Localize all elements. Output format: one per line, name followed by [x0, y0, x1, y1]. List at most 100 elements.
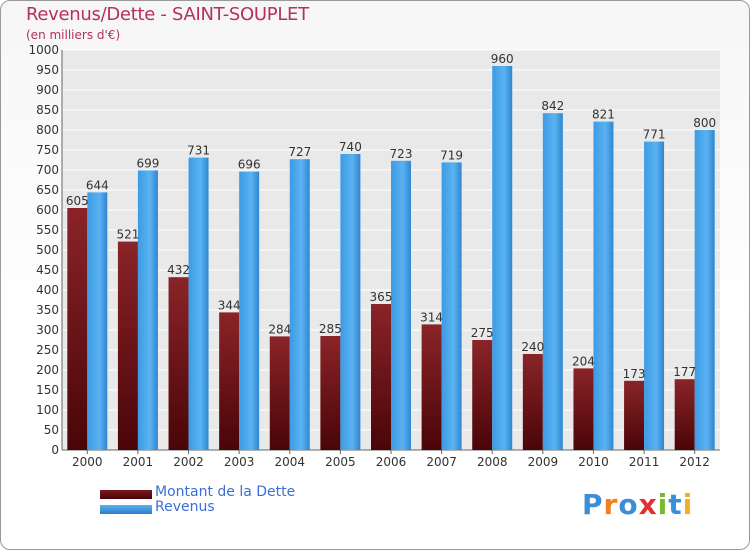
data-label-revenus: 731 — [187, 144, 210, 158]
bar-revenus — [593, 121, 614, 450]
chart-title: Revenus/Dette - SAINT-SOUPLET — [26, 4, 309, 25]
chart-subtitle: (en milliers d'€) — [26, 28, 121, 42]
bar-dette — [624, 380, 645, 450]
bar-revenus — [239, 171, 260, 450]
bar-revenus — [644, 141, 665, 450]
y-tick-label: 950 — [36, 63, 59, 77]
logo-letter: P — [582, 488, 604, 521]
y-tick-label: 650 — [36, 183, 59, 197]
x-tick-label: 2006 — [376, 455, 407, 469]
y-tick-label: 500 — [36, 243, 59, 257]
logo-letter: i — [657, 488, 669, 521]
data-label-revenus: 699 — [136, 156, 159, 170]
y-tick-label: 600 — [36, 203, 59, 217]
bar-dette — [219, 312, 240, 450]
x-tick-label: 2004 — [274, 455, 305, 469]
data-label-dette: 344 — [218, 298, 241, 312]
y-tick-label: 450 — [36, 263, 59, 277]
y-tick-label: 350 — [36, 303, 59, 317]
data-label-revenus: 696 — [238, 158, 261, 172]
bar-dette — [67, 208, 88, 450]
bar-dette — [168, 277, 189, 450]
y-tick-label: 300 — [36, 323, 59, 337]
y-tick-label: 750 — [36, 143, 59, 157]
y-tick-label: 400 — [36, 283, 59, 297]
logo-letter: x — [638, 488, 658, 521]
data-label-dette: 521 — [116, 228, 139, 242]
x-tick-label: 2009 — [528, 455, 559, 469]
data-label-revenus: 842 — [541, 99, 564, 113]
bar-dette — [674, 379, 695, 450]
bar-revenus — [492, 66, 513, 450]
bar-dette — [522, 354, 543, 450]
logo-letter: t — [668, 488, 683, 521]
data-label-dette: 605 — [66, 194, 89, 208]
x-tick-label: 2008 — [477, 455, 508, 469]
bar-revenus — [441, 162, 462, 450]
data-label-dette: 240 — [521, 340, 544, 354]
y-tick-label: 900 — [36, 83, 59, 97]
data-label-dette: 285 — [319, 322, 342, 336]
bar-dette — [117, 241, 138, 450]
bar-revenus — [188, 157, 209, 450]
data-label-dette: 275 — [471, 326, 494, 340]
logo-letter: o — [618, 488, 639, 521]
x-tick-label: 2002 — [173, 455, 204, 469]
bar-dette — [421, 324, 442, 450]
bar-revenus — [87, 192, 108, 450]
x-tick-label: 2011 — [629, 455, 660, 469]
x-tick-label: 2003 — [224, 455, 255, 469]
bar-dette — [472, 340, 493, 450]
data-label-revenus: 771 — [643, 128, 666, 142]
x-tick-label: 2001 — [123, 455, 154, 469]
bar-revenus — [694, 130, 715, 450]
x-tick-label: 2010 — [578, 455, 609, 469]
data-label-revenus: 727 — [288, 145, 311, 159]
y-tick-label: 50 — [44, 423, 59, 437]
proxiti-logo: Proxiti — [582, 488, 693, 521]
bar-revenus — [542, 113, 563, 450]
data-label-revenus: 740 — [339, 140, 362, 154]
data-label-dette: 365 — [370, 290, 393, 304]
data-label-revenus: 719 — [440, 148, 463, 162]
data-label-revenus: 800 — [693, 116, 716, 130]
y-tick-label: 0 — [51, 443, 59, 457]
y-tick-label: 1000 — [28, 43, 59, 57]
bar-dette — [269, 336, 290, 450]
x-tick-label: 2000 — [72, 455, 103, 469]
data-label-dette: 432 — [167, 263, 190, 277]
y-tick-label: 100 — [36, 403, 59, 417]
legend-swatch-revenus — [100, 505, 152, 514]
bar-dette — [320, 336, 341, 450]
y-tick-label: 850 — [36, 103, 59, 117]
logo-letter: i — [682, 488, 694, 521]
data-label-dette: 314 — [420, 310, 443, 324]
y-tick-label: 700 — [36, 163, 59, 177]
bar-revenus — [137, 170, 158, 450]
bar-revenus — [340, 154, 361, 450]
y-tick-label: 250 — [36, 343, 59, 357]
data-label-revenus: 644 — [86, 178, 109, 192]
y-tick-label: 200 — [36, 363, 59, 377]
y-tick-label: 550 — [36, 223, 59, 237]
bar-dette — [371, 304, 391, 450]
bar-dette — [573, 368, 594, 450]
legend-label-revenus: Revenus — [155, 499, 215, 515]
bar-revenus — [391, 160, 411, 451]
y-tick-label: 800 — [36, 123, 59, 137]
data-label-revenus: 960 — [491, 52, 514, 66]
legend-label-dette: Montant de la Dette — [155, 484, 296, 500]
x-tick-label: 2005 — [325, 455, 356, 469]
logo-letter: r — [603, 488, 619, 521]
x-tick-label: 2012 — [679, 455, 710, 469]
legend-swatch-dette — [100, 490, 152, 499]
data-label-dette: 284 — [268, 322, 291, 336]
bar-revenus — [289, 159, 310, 450]
y-tick-label: 150 — [36, 383, 59, 397]
data-label-dette: 177 — [673, 365, 696, 379]
data-label-revenus: 723 — [390, 147, 413, 161]
data-label-dette: 173 — [623, 367, 646, 381]
x-tick-label: 2007 — [426, 455, 457, 469]
data-label-dette: 204 — [572, 354, 595, 368]
